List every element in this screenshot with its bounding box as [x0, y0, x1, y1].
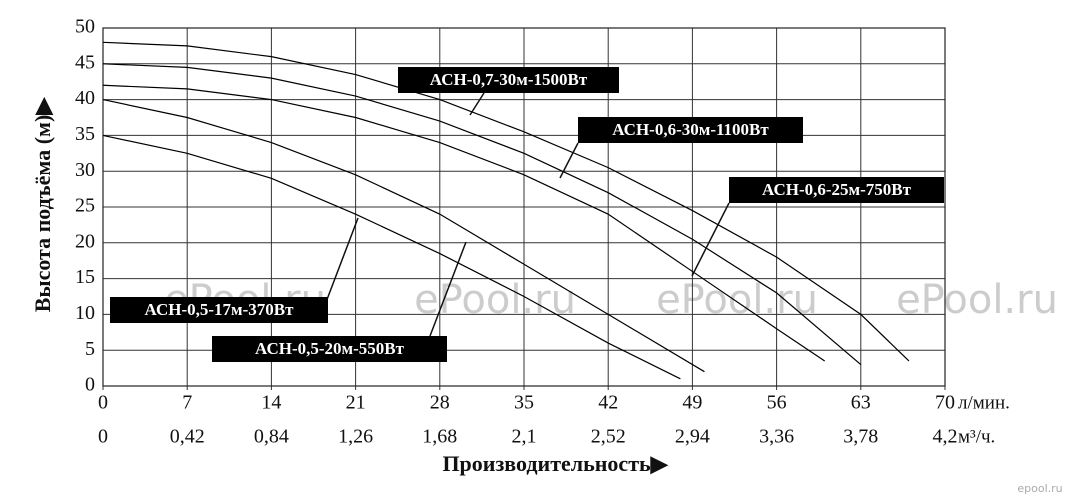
watermark: ePool.ru: [414, 277, 576, 323]
y-tick-label: 35: [75, 123, 95, 145]
label-pointer: [429, 241, 467, 337]
curve: [102, 134, 681, 380]
legend-label: АСН-0,6-30м-1100Вт: [612, 120, 769, 139]
watermark: ePool.ru: [896, 277, 1058, 323]
logo: epool.ru: [1017, 482, 1062, 495]
y-axis-title: Высота подъёма (м)▶: [30, 97, 55, 313]
x2-tick-label: 2,94: [675, 426, 710, 448]
label-box: [729, 177, 944, 203]
y-tick-label: 10: [75, 302, 95, 324]
y-tick-label: 0: [85, 374, 95, 396]
x-tick-label: 49: [682, 392, 702, 414]
y-tick-label: 30: [75, 159, 95, 181]
y-tick-label: 5: [85, 338, 95, 360]
x-tick-label: 35: [514, 392, 534, 414]
legend-label: АСН-0,6-25м-750Вт: [762, 180, 912, 199]
y-tick-label: 15: [75, 266, 95, 288]
x-axis-title: Производительность▶: [442, 451, 668, 476]
label-pointer: [322, 217, 359, 311]
label-pointer: [559, 142, 579, 179]
y-tick-label: 25: [75, 195, 95, 217]
curve: [102, 63, 862, 365]
watermark: ePool.ru: [656, 277, 818, 323]
x-tick-label: 21: [346, 392, 366, 414]
legend-label: АСН-0,5-17м-370Вт: [145, 300, 295, 319]
plot-frame: [102, 27, 946, 387]
x2-tick-label: 2,1: [512, 426, 537, 448]
x2-tick-label: 3,78: [843, 426, 878, 448]
label-box: [212, 336, 447, 362]
x-tick-label: 63: [851, 392, 871, 414]
x-tick-label: 70: [935, 392, 955, 414]
x-tick-label: 0: [98, 392, 108, 414]
label-box: [578, 117, 803, 143]
x-tick-label: 7: [182, 392, 192, 414]
curve: [102, 41, 910, 362]
x-tick-label: 56: [767, 392, 787, 414]
y-tick-label: 20: [75, 230, 95, 252]
x2-tick-label: 1,68: [422, 426, 457, 448]
y-tick-label: 40: [75, 87, 95, 109]
curve: [102, 99, 705, 373]
label-box: [398, 67, 619, 93]
legend-label: АСН-0,5-20м-550Вт: [255, 339, 405, 358]
x2-tick-label: 2,52: [591, 426, 626, 448]
legend-label: АСН-0,7-30м-1500Вт: [430, 70, 588, 89]
x2-unit: м³/ч.: [958, 426, 995, 447]
label-box: [110, 297, 328, 323]
x-unit: л/мин.: [958, 392, 1010, 413]
x2-tick-label: 0: [98, 426, 108, 448]
curve: [102, 84, 826, 362]
label-pointer: [691, 202, 730, 277]
x-tick-label: 28: [430, 392, 450, 414]
x-tick-label: 14: [261, 392, 281, 414]
x-tick-label: 42: [598, 392, 618, 414]
x2-tick-label: 0,42: [170, 426, 205, 448]
x2-tick-label: 3,36: [759, 426, 794, 448]
x2-tick-label: 0,84: [254, 426, 289, 448]
y-tick-label: 50: [75, 16, 95, 38]
label-pointer: [469, 92, 485, 116]
x2-tick-label: 4,2: [933, 426, 958, 448]
x2-tick-label: 1,26: [338, 426, 373, 448]
y-tick-label: 45: [75, 51, 95, 73]
